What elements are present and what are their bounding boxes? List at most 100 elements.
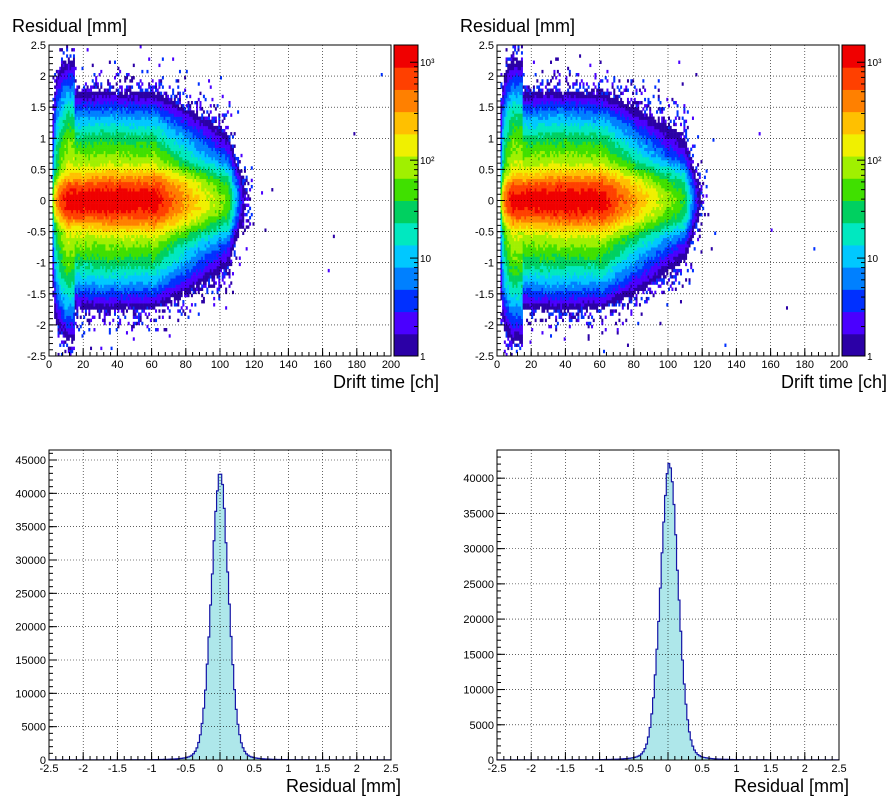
heatmap-cell: [96, 237, 99, 242]
heatmap-cell: [113, 60, 116, 64]
heatmap-cell: [113, 309, 116, 313]
heatmap-cell: [90, 346, 93, 351]
heatmap-cell: [148, 100, 151, 105]
heatmap-cell: [143, 293, 146, 298]
heatmap-cell: [88, 265, 91, 270]
heatmap-cell: [78, 91, 81, 96]
heatmap-cell: [66, 141, 69, 145]
heatmap-cell: [149, 138, 152, 142]
heatmap-cell: [84, 306, 87, 310]
heatmap-cell: [90, 166, 93, 170]
heatmap-cell: [102, 225, 105, 229]
heatmap-cell: [93, 247, 96, 251]
heatmap-cell: [81, 334, 84, 338]
heatmap-cell: [66, 321, 69, 326]
heatmap-cell: [103, 169, 106, 173]
heatmap-cell: [136, 110, 139, 114]
heatmap-cell: [108, 91, 111, 96]
heatmap-cell: [88, 135, 91, 139]
heatmap-cell: [129, 253, 132, 257]
heatmap-cell: [137, 172, 140, 176]
heatmap-cell: [131, 306, 134, 310]
heatmap-cell: [127, 156, 130, 161]
heatmap-cell: [144, 119, 147, 124]
heatmap-cell: [59, 128, 62, 133]
heatmap-cell: [122, 191, 125, 195]
heatmap-cell: [113, 303, 116, 307]
heatmap-cell: [64, 188, 67, 192]
heatmap-cell: [107, 160, 110, 164]
heatmap-cell: [90, 290, 93, 295]
heatmap-cell: [163, 268, 166, 273]
heatmap-cell: [153, 296, 156, 301]
heatmap-cell: [119, 318, 122, 323]
heatmap-cell: [78, 104, 81, 108]
heatmap-cell: [155, 132, 158, 136]
heatmap-cell: [149, 144, 152, 148]
heatmap-cell: [146, 259, 149, 263]
heatmap-cell: [71, 296, 74, 301]
heatmap-cell: [59, 169, 62, 173]
heatmap-cell: [62, 125, 65, 130]
heatmap-cell: [125, 256, 128, 260]
heatmap-cell: [148, 225, 151, 229]
heatmap-cell: [93, 107, 96, 111]
heatmap-cell: [72, 256, 75, 260]
heatmap-cell: [129, 160, 132, 164]
heatmap-cell: [158, 138, 161, 142]
heatmap-cell: [60, 85, 63, 89]
heatmap-cell: [64, 284, 67, 288]
heatmap-cell: [83, 178, 86, 183]
heatmap-cell: [146, 153, 149, 158]
heatmap-cell: [139, 212, 142, 217]
heatmap-cell: [100, 219, 103, 223]
heatmap-cell: [161, 231, 164, 236]
heatmap-cell: [84, 222, 87, 226]
heatmap-cell: [86, 147, 89, 152]
heatmap-cell: [71, 128, 74, 133]
heatmap-cell: [103, 100, 106, 105]
heatmap-cell: [110, 228, 113, 232]
heatmap-cell: [96, 113, 99, 117]
heatmap-cell: [59, 163, 62, 167]
heatmap-cell: [86, 122, 89, 127]
heatmap-cell: [105, 300, 108, 304]
heatmap-cell: [81, 281, 84, 285]
heatmap-cell: [96, 172, 99, 176]
heatmap-cell: [52, 256, 55, 260]
heatmap-cell: [105, 166, 108, 170]
heatmap-cell: [127, 256, 130, 260]
heatmap-cell: [69, 144, 72, 148]
heatmap-cell: [122, 153, 125, 158]
heatmap-cell: [108, 119, 111, 124]
heatmap-cell: [143, 107, 146, 111]
heatmap-cell: [156, 160, 159, 164]
heatmap-cell: [60, 259, 63, 263]
heatmap-cell: [131, 281, 134, 285]
heatmap-cell: [81, 278, 84, 282]
heatmap-cell: [155, 265, 158, 270]
heatmap-cell: [102, 253, 105, 257]
heatmap-cell: [110, 287, 113, 291]
heatmap-cell: [72, 175, 75, 180]
heatmap-cell: [148, 144, 151, 148]
heatmap-cell: [151, 278, 154, 282]
heatmap-cell: [160, 262, 163, 267]
heatmap-cell: [108, 200, 111, 204]
heatmap-cell: [136, 237, 139, 242]
heatmap-cell: [156, 97, 159, 102]
heatmap-cell: [91, 315, 94, 319]
heatmap-cell: [79, 116, 82, 120]
heatmap-cell: [96, 200, 99, 204]
heatmap-cell: [83, 166, 86, 170]
heatmap-cell: [103, 240, 106, 245]
heatmap-cell: [102, 278, 105, 282]
heatmap-cell: [155, 259, 158, 263]
heatmap-cell: [95, 128, 98, 133]
heatmap-cell: [124, 116, 127, 120]
heatmap-cell: [69, 160, 72, 164]
heatmap-cell: [83, 225, 86, 229]
heatmap-cell: [67, 290, 70, 295]
heatmap-cell: [93, 250, 96, 254]
heatmap-cell: [96, 265, 99, 270]
